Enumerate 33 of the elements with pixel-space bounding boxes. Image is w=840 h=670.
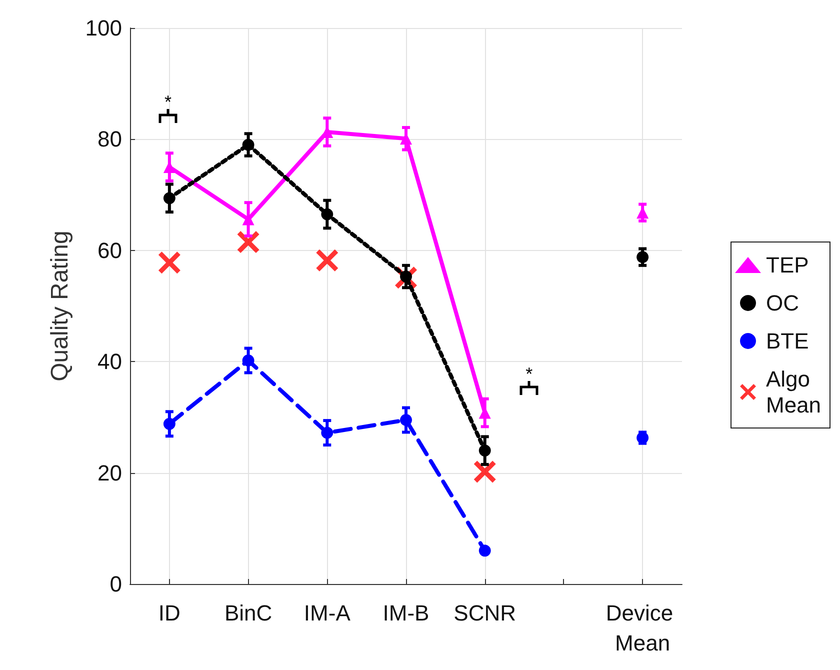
point [636,251,649,264]
x-tick-label: Device Mean [606,600,680,656]
point [158,252,180,274]
x-tick-label: IM-A [304,600,351,626]
point [478,444,491,457]
point [474,460,496,483]
y-tick-label: 20 [98,460,122,486]
point [242,354,254,366]
x-tick-label: IM-B [382,600,430,626]
point [242,138,254,151]
y-tick-label: 60 [98,238,122,263]
point [163,192,176,204]
y-tick-label: 0 [110,572,122,596]
point [321,208,334,220]
y-tick-label: 100 [85,16,122,40]
y-tick-label: 80 [98,126,122,152]
legend-label: BTE [766,328,809,354]
y-tick-label: 40 [98,349,122,374]
legend-label: OC [766,290,800,316]
legend-label: TEP [766,252,809,278]
y-axis-title: Quality Rating [46,230,74,382]
annotation: * [163,92,172,112]
x-tick-label: ID [158,600,180,626]
point [316,249,338,272]
x-tick-label: SCNR [454,600,516,626]
point [400,414,412,426]
x-tick-label: BinC [224,600,272,626]
point [237,231,260,254]
legend-label: Algo Mean [766,366,822,418]
annotation: * [524,364,534,384]
point [321,426,334,439]
point [163,418,176,430]
point [478,544,491,557]
